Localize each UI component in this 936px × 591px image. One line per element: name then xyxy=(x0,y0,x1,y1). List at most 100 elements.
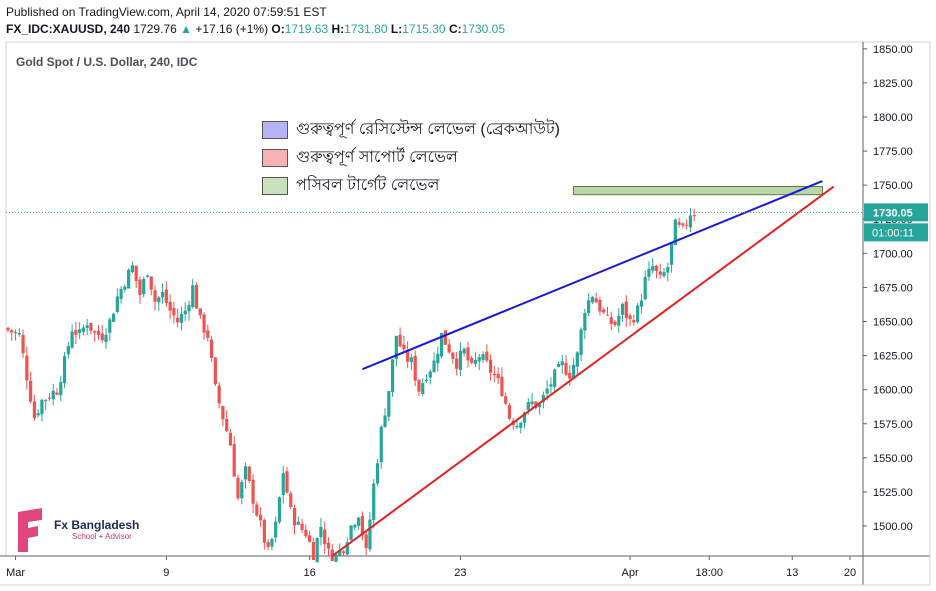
published-note: Published on TradingView.com, April 14, … xyxy=(6,5,327,19)
candle-body xyxy=(451,352,455,359)
time-tick-label: 18:00 xyxy=(696,567,724,579)
candle-body xyxy=(439,333,444,357)
price-tick-label: 1650.00 xyxy=(873,316,913,328)
price-tick-label: 1550.00 xyxy=(873,453,913,465)
candle-body xyxy=(394,335,398,360)
candle-body xyxy=(100,333,104,341)
candle-body xyxy=(127,269,131,289)
time-tick-label: 16 xyxy=(303,567,315,579)
low-label: L: xyxy=(390,22,403,36)
candle-body xyxy=(149,276,153,290)
candle-body xyxy=(496,373,500,379)
candle-body xyxy=(221,406,225,420)
candle-body xyxy=(89,322,93,331)
candle-body xyxy=(6,327,10,331)
candle-body xyxy=(357,517,361,526)
price-tick-label: 1500.00 xyxy=(873,521,913,533)
candle-body xyxy=(428,371,432,378)
candle-body xyxy=(108,319,112,333)
ohlc-header: FX_IDC:XAUUSD, 240 1729.76 ▲ +17.16 (+1%… xyxy=(6,22,505,36)
candle-body xyxy=(406,349,410,362)
candle-body xyxy=(379,426,383,463)
candle-body xyxy=(462,348,466,354)
candle-body xyxy=(32,401,36,419)
candle-body xyxy=(281,473,285,495)
candle-body xyxy=(142,278,146,295)
candle-body xyxy=(636,305,640,323)
price-tick-label: 1800.00 xyxy=(873,112,913,124)
candle-body xyxy=(613,321,617,326)
candle-body xyxy=(485,351,489,361)
legend-resistance: গুরুত্বপূর্ণ রেসিস্টেন্স লেভেল (ব্রেকআউট… xyxy=(262,116,560,143)
candle-body xyxy=(315,538,319,563)
candle-body xyxy=(564,362,568,375)
candle-body xyxy=(658,271,662,275)
legend-label: পসিবল টার্গেট লেভেল xyxy=(296,177,440,194)
candle-body xyxy=(598,300,602,312)
candle-body xyxy=(500,376,504,396)
candle-body xyxy=(349,525,353,540)
candle-body xyxy=(390,359,395,393)
price-tick-label: 1700.00 xyxy=(873,248,913,260)
logo-tagline: School + Advisor xyxy=(72,532,132,541)
candle-body xyxy=(217,385,221,404)
candle-body xyxy=(157,297,161,303)
legend-label: গুরুত্বপূর্ণ রেসিস্টেন্স লেভেল (ব্রেকআউট… xyxy=(296,121,560,138)
candle-body xyxy=(628,315,632,320)
logo-mark-icon xyxy=(18,508,42,552)
last-price-badge xyxy=(864,203,928,222)
legend-swatch xyxy=(262,120,288,139)
candle-body xyxy=(29,380,33,402)
candle-body xyxy=(436,353,440,364)
candle-body xyxy=(300,523,304,530)
candle-body xyxy=(447,344,451,353)
candle-body xyxy=(413,355,417,381)
candle-body xyxy=(669,243,674,265)
candle-body xyxy=(372,483,376,521)
candle-body xyxy=(296,521,300,525)
candle-body xyxy=(36,413,40,416)
candle-body xyxy=(481,354,485,360)
time-tick-label: 23 xyxy=(454,567,466,579)
candle-body xyxy=(130,265,135,273)
candle-body xyxy=(492,373,496,376)
candle-body xyxy=(375,463,380,484)
candle-body xyxy=(443,330,447,345)
candle-body xyxy=(176,317,180,323)
last-price-label: 1730.05 xyxy=(873,207,913,219)
candle-body xyxy=(504,396,508,404)
candle-body xyxy=(21,334,25,354)
candle-body xyxy=(115,296,119,312)
candle-body xyxy=(515,425,519,428)
candle-body xyxy=(209,339,214,358)
candle-body xyxy=(560,361,564,366)
candle-body xyxy=(266,542,270,547)
high-value: 1731.80 xyxy=(344,22,388,36)
candle-body xyxy=(398,334,402,347)
time-tick-label: Apr xyxy=(622,567,639,579)
candle-body xyxy=(364,534,368,548)
candle-body xyxy=(553,369,557,387)
candle-body xyxy=(424,380,429,382)
candle-body xyxy=(409,357,414,363)
candle-body xyxy=(164,289,168,303)
countdown-badge xyxy=(864,223,928,242)
logo-name: Fx Bangladesh xyxy=(54,518,140,532)
candle-body xyxy=(44,399,48,401)
candle-body xyxy=(236,477,240,499)
candle-body xyxy=(232,444,236,477)
open-label: O: xyxy=(271,22,285,36)
candle-body xyxy=(685,224,689,226)
candle-body xyxy=(587,300,591,313)
candle-body xyxy=(183,310,187,315)
support-trendline xyxy=(331,185,835,557)
candle-body xyxy=(187,305,191,312)
candle-body xyxy=(545,388,549,394)
candle-body xyxy=(59,382,63,396)
time-tick-label: 13 xyxy=(786,567,798,579)
legend-swatch xyxy=(262,148,288,167)
candle-body xyxy=(620,303,625,315)
price-tick-label: 1625.00 xyxy=(873,351,913,363)
candle-body xyxy=(662,272,666,277)
